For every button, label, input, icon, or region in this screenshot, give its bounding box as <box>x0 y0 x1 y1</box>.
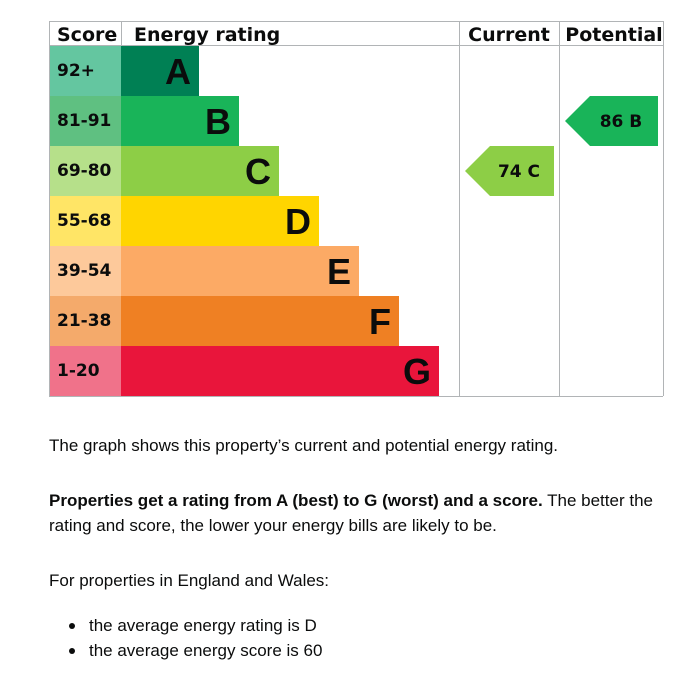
header-current: Current <box>468 24 550 46</box>
potential-arrow <box>565 96 658 146</box>
rating-letter-c: C <box>245 151 271 192</box>
score-cell-g <box>49 346 121 396</box>
rating-explanation-bold: Properties get a rating from A (best) to… <box>49 491 543 510</box>
score-range-e: 39-54 <box>57 261 112 281</box>
score-range-a: 92+ <box>57 61 95 81</box>
score-cell-b <box>49 96 121 146</box>
grid-lines <box>49 21 664 397</box>
rating-bar-d <box>121 196 319 246</box>
rating-bar-e <box>121 246 359 296</box>
score-cell-a <box>49 46 121 96</box>
score-range-g: 1-20 <box>57 361 100 381</box>
rating-bar-f <box>121 296 399 346</box>
score-range-f: 21-38 <box>57 311 111 331</box>
header-potential: Potential <box>565 24 662 46</box>
description-paragraph: The graph shows this property’s current … <box>49 436 559 455</box>
rating-letter-a: A <box>165 51 191 92</box>
energy-rating-chart: 92+ A81-91 B69-80 C55-68 D39-54 E21-38 F1-20 G … <box>49 21 664 397</box>
rating-bar-b <box>121 96 239 146</box>
rating-bar-c <box>121 146 279 196</box>
bands-layer: 92+ A 81-91 B 69-80 C 55-68 D 39-54 E 21-38 F 1-20 G <box>49 46 439 396</box>
score-cell-c <box>49 146 121 196</box>
current-arrow <box>465 146 554 196</box>
list-item-average-rating: the average energy rating is D <box>68 613 322 638</box>
rating-letter-e: E <box>327 251 351 292</box>
averages-list: the average energy rating is D the avera… <box>49 613 322 663</box>
rating-explanation: Properties get a rating from A (best) to… <box>49 488 669 538</box>
score-range-d: 55-68 <box>57 211 111 231</box>
header-energy-rating: Energy rating <box>134 24 280 46</box>
score-cell-f <box>49 296 121 346</box>
rating-explanation-rest: The better the rating and score, the low… <box>49 491 653 535</box>
rating-letter-f: F <box>369 301 391 342</box>
rating-bar-a <box>121 46 199 96</box>
current-rating-label: 74 C <box>498 162 540 182</box>
rating-letter-b: B <box>205 101 231 142</box>
rating-letter-d: D <box>285 201 311 242</box>
list-item-average-score: the average energy score is 60 <box>68 638 322 663</box>
score-cell-e <box>49 246 121 296</box>
score-range-b: 81-91 <box>57 111 111 131</box>
arrows-layer: 74 C 86 B <box>465 96 658 196</box>
potential-rating-label: 86 B <box>600 112 643 132</box>
rating-letter-g: G <box>403 351 431 392</box>
score-cell-d <box>49 196 121 246</box>
rating-bar-g <box>121 346 439 396</box>
header-score: Score <box>57 24 117 46</box>
england-wales-intro: For properties in England and Wales: <box>49 571 330 590</box>
score-range-c: 69-80 <box>57 161 112 181</box>
